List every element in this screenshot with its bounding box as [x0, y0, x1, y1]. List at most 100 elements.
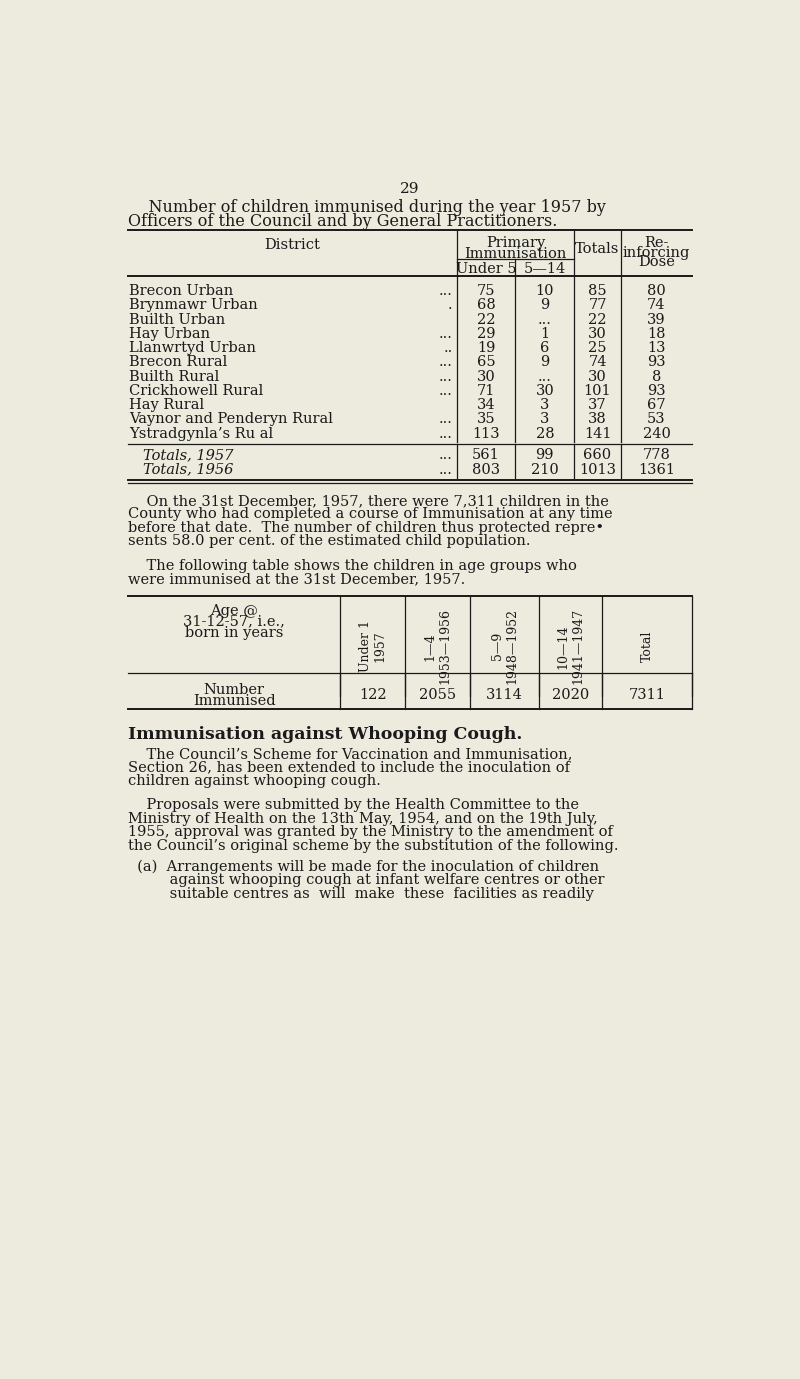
Text: 80: 80 [647, 284, 666, 298]
Text: Section 26, has been extended to include the inoculation of: Section 26, has been extended to include… [128, 761, 570, 775]
Text: 240: 240 [642, 426, 670, 440]
Text: Officers of the Council and by General Practitioners.: Officers of the Council and by General P… [128, 214, 558, 230]
Text: 39: 39 [647, 313, 666, 327]
Text: 67: 67 [647, 399, 666, 412]
Text: were immunised at the 31st December, 1957.: were immunised at the 31st December, 195… [128, 572, 465, 586]
Text: 1: 1 [540, 327, 550, 341]
Text: Totals: Totals [575, 243, 620, 256]
Text: born in years: born in years [185, 626, 283, 640]
Text: ...: ... [438, 327, 453, 341]
Text: 85: 85 [588, 284, 607, 298]
Text: 74: 74 [588, 356, 606, 370]
Text: District: District [264, 237, 320, 252]
Text: Brynmawr Urban: Brynmawr Urban [130, 298, 258, 312]
Text: 113: 113 [472, 426, 500, 440]
Text: Totals, 1956: Totals, 1956 [142, 463, 233, 477]
Text: 10: 10 [536, 284, 554, 298]
Text: 68: 68 [477, 298, 495, 312]
Text: 3114: 3114 [486, 688, 523, 702]
Text: Under 1
1957: Under 1 1957 [358, 621, 387, 673]
Text: Number of children immunised during the year 1957 by: Number of children immunised during the … [128, 200, 606, 217]
Text: Totals, 1957: Totals, 1957 [142, 448, 233, 462]
Text: 1013: 1013 [579, 463, 616, 477]
Text: Total: Total [641, 630, 654, 662]
Text: Builth Rural: Builth Rural [130, 370, 220, 383]
Text: 30: 30 [477, 370, 495, 383]
Text: 93: 93 [647, 356, 666, 370]
Text: 34: 34 [477, 399, 495, 412]
Text: 22: 22 [588, 313, 606, 327]
Text: ...: ... [438, 356, 453, 370]
Text: 2020: 2020 [552, 688, 589, 702]
Text: 38: 38 [588, 412, 607, 426]
Text: ...: ... [438, 448, 453, 462]
Text: Ministry of Health on the 13th May, 1954, and on the 19th July,: Ministry of Health on the 13th May, 1954… [128, 812, 598, 826]
Text: 13: 13 [647, 341, 666, 354]
Text: The Council’s Scheme for Vaccination and Immunisation,: The Council’s Scheme for Vaccination and… [128, 747, 573, 761]
Text: 77: 77 [588, 298, 606, 312]
Text: the Council’s original scheme by the substitution of the following.: the Council’s original scheme by the sub… [128, 838, 618, 852]
Text: ...: ... [438, 412, 453, 426]
Text: 7311: 7311 [629, 688, 666, 702]
Text: Primary: Primary [486, 236, 545, 251]
Text: ...: ... [438, 426, 453, 440]
Text: 93: 93 [647, 383, 666, 397]
Text: Builth Urban: Builth Urban [130, 313, 226, 327]
Text: 141: 141 [584, 426, 611, 440]
Text: ...: ... [538, 313, 552, 327]
Text: 35: 35 [477, 412, 495, 426]
Text: 29: 29 [477, 327, 495, 341]
Text: 5—14: 5—14 [524, 262, 566, 276]
Text: 29: 29 [400, 182, 420, 196]
Text: Proposals were submitted by the Health Committee to the: Proposals were submitted by the Health C… [128, 798, 579, 812]
Text: ...: ... [438, 463, 453, 477]
Text: 5—9
1948—1952: 5—9 1948—1952 [490, 608, 518, 684]
Text: Brecon Urban: Brecon Urban [130, 284, 234, 298]
Text: 3: 3 [540, 412, 550, 426]
Text: 803: 803 [472, 463, 500, 477]
Text: 6: 6 [540, 341, 550, 354]
Text: 10—14
1941—1947: 10—14 1941—1947 [557, 608, 585, 684]
Text: The following table shows the children in age groups who: The following table shows the children i… [128, 558, 577, 572]
Text: children against whooping cough.: children against whooping cough. [128, 774, 381, 789]
Text: ...: ... [438, 284, 453, 298]
Text: 75: 75 [477, 284, 495, 298]
Text: Crickhowell Rural: Crickhowell Rural [130, 383, 264, 397]
Text: Hay Rural: Hay Rural [130, 399, 205, 412]
Text: Under 5: Under 5 [456, 262, 516, 276]
Text: 101: 101 [584, 383, 611, 397]
Text: 1—4
1953—1956: 1—4 1953—1956 [424, 608, 452, 684]
Text: 30: 30 [535, 383, 554, 397]
Text: 53: 53 [647, 412, 666, 426]
Text: 1361: 1361 [638, 463, 675, 477]
Text: 28: 28 [535, 426, 554, 440]
Text: 778: 778 [642, 448, 670, 462]
Text: sents 58.0 per cent. of the estimated child population.: sents 58.0 per cent. of the estimated ch… [128, 534, 530, 549]
Text: ...: ... [438, 370, 453, 383]
Text: 31-12-57, i.e.,: 31-12-57, i.e., [183, 615, 285, 629]
Text: Immunised: Immunised [193, 694, 275, 707]
Text: Vaynor and Penderyn Rural: Vaynor and Penderyn Rural [130, 412, 334, 426]
Text: Re-: Re- [644, 236, 669, 251]
Text: 561: 561 [472, 448, 500, 462]
Text: 210: 210 [531, 463, 558, 477]
Text: 19: 19 [477, 341, 495, 354]
Text: 9: 9 [540, 298, 550, 312]
Text: Immunisation: Immunisation [464, 247, 566, 261]
Text: 71: 71 [477, 383, 495, 397]
Text: suitable centres as  will  make  these  facilities as readily: suitable centres as will make these faci… [128, 887, 594, 900]
Text: inforcing: inforcing [622, 245, 690, 259]
Text: 9: 9 [540, 356, 550, 370]
Text: Brecon Rural: Brecon Rural [130, 356, 228, 370]
Text: 74: 74 [647, 298, 666, 312]
Text: 660: 660 [583, 448, 612, 462]
Text: 99: 99 [536, 448, 554, 462]
Text: Age @: Age @ [210, 604, 258, 618]
Text: ...: ... [438, 383, 453, 397]
Text: 65: 65 [477, 356, 495, 370]
Text: (a)  Arrangements will be made for the inoculation of children: (a) Arrangements will be made for the in… [128, 860, 599, 874]
Text: 3: 3 [540, 399, 550, 412]
Text: 122: 122 [359, 688, 386, 702]
Text: Ystradgynla’s Ru al: Ystradgynla’s Ru al [130, 426, 274, 440]
Text: 1955, approval was granted by the Ministry to the amendment of: 1955, approval was granted by the Minist… [128, 826, 613, 840]
